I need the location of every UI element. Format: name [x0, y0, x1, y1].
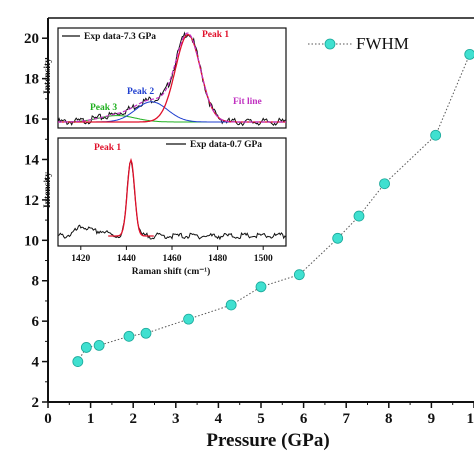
data-point	[379, 178, 390, 190]
inset-bottom-frame	[57, 137, 287, 247]
data-point	[93, 340, 105, 351]
data-point	[430, 129, 442, 141]
inset-x-tick-label: 1500	[254, 254, 273, 264]
data-point	[72, 356, 84, 367]
inset-top-peak3-label: Peak 3	[90, 103, 117, 113]
y-tick-label: 18	[24, 72, 39, 88]
y-tick-label: 20	[24, 31, 39, 47]
inset-x-tick-label: 1420	[71, 254, 90, 264]
x-tick-label: 1	[87, 411, 95, 427]
inset-top-peak2-label: Peak 2	[127, 87, 154, 97]
inset-bottom-data-curve	[57, 158, 287, 241]
inset-x-tick-label: 1480	[208, 254, 227, 264]
y-tick-label: 10	[24, 233, 39, 249]
x-tick-label: 4	[215, 411, 223, 427]
legend-label: FWHM	[356, 34, 409, 53]
data-point	[183, 313, 194, 325]
y-tick-label: 4	[32, 355, 40, 371]
data-point	[225, 299, 237, 311]
x-tick-label: 9	[428, 411, 436, 427]
y-tick-label: 14	[24, 152, 40, 168]
inset-bottom-legend-label: Exp data-0.7 GPa	[190, 140, 262, 150]
x-tick-label: 5	[257, 411, 265, 427]
x-tick-label: 6	[300, 411, 308, 427]
inset-top-data-curve	[57, 31, 287, 127]
inset-top-legend-label: Exp data-7.3 GPa	[84, 32, 156, 42]
data-point	[293, 269, 305, 281]
inset-top-fit-curve	[58, 32, 286, 123]
inset-bottom-peak1-label: Peak 1	[94, 143, 121, 153]
y-tick-label: 12	[24, 193, 39, 209]
x-tick-label: 3	[172, 411, 180, 427]
x-tick-label: 2	[129, 411, 137, 427]
data-point	[255, 281, 267, 293]
series-line	[77, 54, 471, 362]
inset-x-axis-title: Raman shift (cm⁻¹)	[132, 266, 211, 277]
data-point	[464, 48, 474, 60]
inset-bottom-y-label: Intensity	[43, 172, 53, 208]
x-tick-label: 7	[342, 411, 350, 427]
data-point	[140, 327, 152, 339]
legend-marker	[324, 38, 336, 50]
x-axis-title: Pressure (GPa)	[206, 430, 329, 451]
inset-top-peak1-label: Peak 1	[202, 30, 229, 40]
inset-top-plot	[57, 27, 287, 129]
x-tick-label: 10	[467, 411, 474, 427]
data-point	[353, 210, 365, 222]
x-tick-label: 0	[44, 411, 52, 427]
inset-bottom-peak1-curve	[108, 157, 154, 237]
inset-x-tick-label: 1440	[117, 254, 136, 264]
y-tick-label: 16	[24, 112, 40, 128]
y-tick-label: 6	[32, 314, 40, 330]
inset-bottom-plot: 1420 1440 1460 1480 1500	[57, 137, 287, 264]
y-tick-label: 8	[32, 274, 40, 290]
main-plot: 0123456789102468101214161820	[24, 17, 474, 427]
inset-top-peak1-curve	[58, 33, 286, 123]
y-tick-label: 2	[32, 395, 40, 411]
inset-top-y-label: Intensity	[43, 58, 53, 94]
inset-top-fitline-label: Fit line	[233, 97, 262, 107]
data-point	[332, 232, 344, 244]
x-tick-label: 8	[385, 411, 393, 427]
data-point	[80, 342, 92, 353]
inset-x-tick-label: 1460	[163, 254, 182, 264]
data-point	[123, 330, 135, 342]
